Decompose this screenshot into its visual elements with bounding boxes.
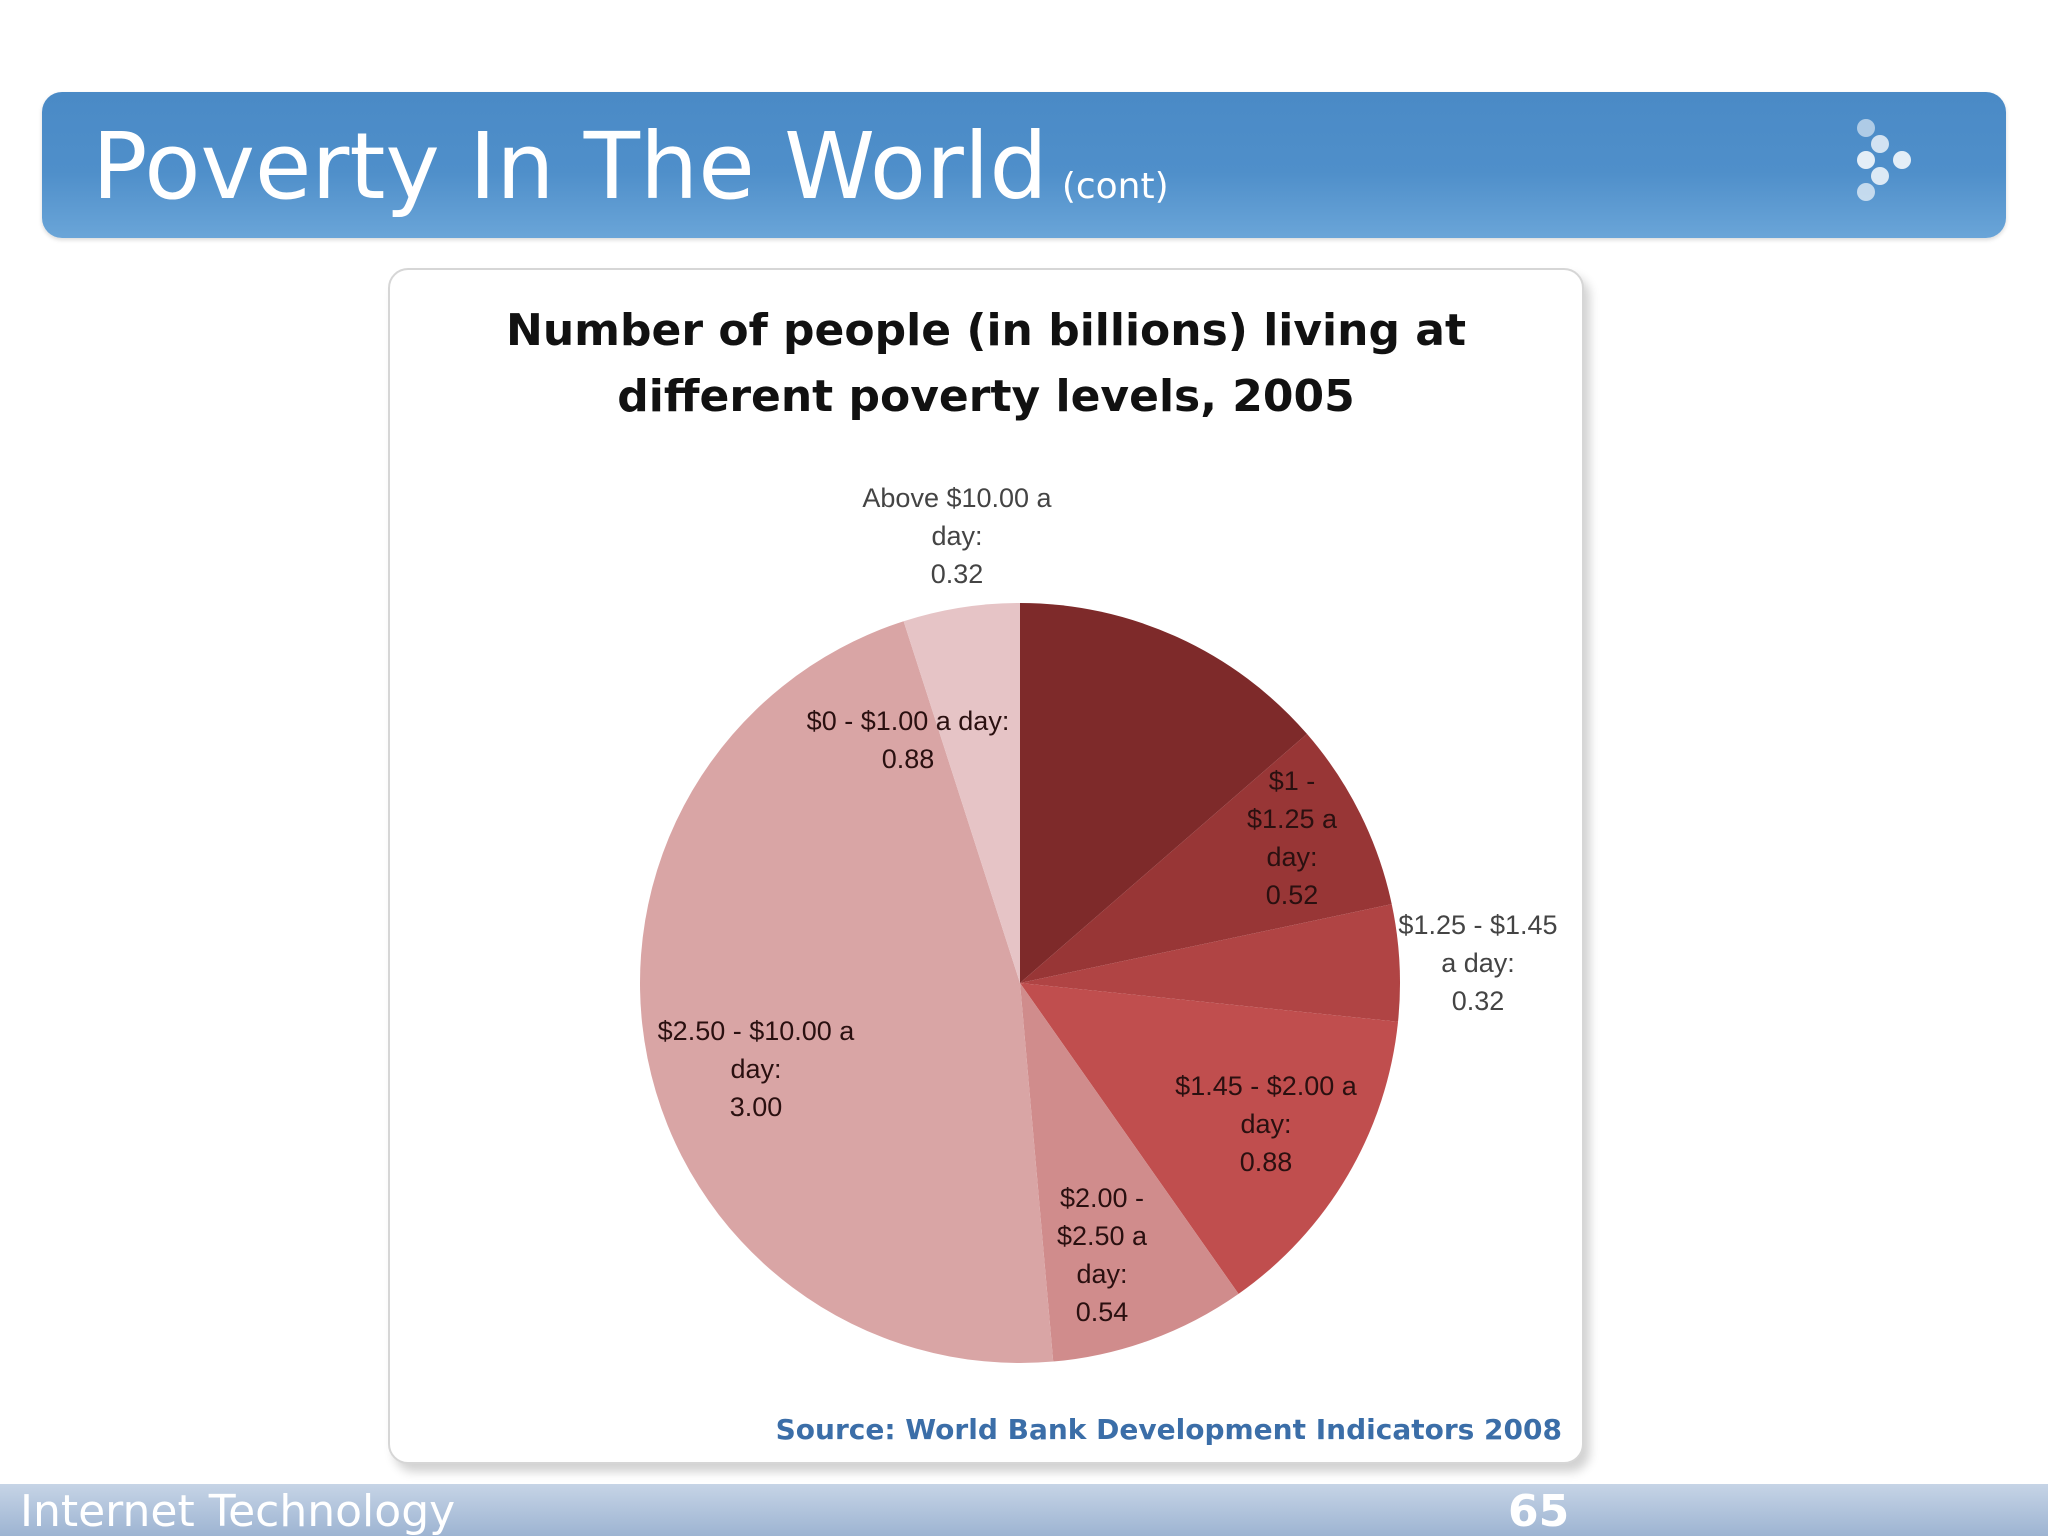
pie-slice <box>1020 733 1392 983</box>
pie-slice-label: $0 - $1.00 a day: 0.88 <box>807 706 1010 774</box>
pie-slice <box>639 621 1054 1364</box>
pie-slice <box>1020 983 1399 1294</box>
pie-slice <box>1020 983 1239 1362</box>
pie-slice-label: $2.00 -$2.50 a day: 0.54 <box>1057 1183 1148 1327</box>
dots-logo-icon <box>1857 119 1911 201</box>
pie-slice-label: $2.50 - $10.00 a day: 3.00 <box>658 1016 856 1122</box>
slide-title: Poverty In The World (cont) <box>92 112 1169 242</box>
page-number: 65 <box>1508 1486 1570 1537</box>
slide-title-suffix: (cont) <box>1061 166 1169 207</box>
footer-bar: Internet Technology 65 <box>0 1484 2048 1537</box>
pie-chart: $0 - $1.00 a day: 0.88 $1 -$1.25 a day: 0.52… <box>639 483 1558 1364</box>
footer-course-name: Internet Technology <box>20 1486 456 1537</box>
chart-source: Source: World Bank Development Indicator… <box>775 1413 1562 1446</box>
pie-slice-label: $1.25 - $1.45 a day: 0.32 <box>1398 910 1557 1016</box>
chart-title: Number of people (in billions) living at… <box>390 298 1582 430</box>
pie-slice <box>1020 904 1400 1022</box>
chart-title-line-2: different poverty levels, 2005 <box>617 371 1355 422</box>
pie-slice <box>903 603 1020 983</box>
chart-card: $0 - $1.00 a day: 0.88 $1 -$1.25 a day: 0.52… <box>388 268 1584 1464</box>
chart-title-line-1: Number of people (in billions) living at <box>506 305 1466 356</box>
pie-slice-label: $1.45 - $2.00 a day: 0.88 <box>1175 1071 1358 1177</box>
pie-slice-label: Above $10.00 a day: 0.32 <box>862 483 1052 589</box>
title-bar: Poverty In The World (cont) <box>42 92 2006 238</box>
slide-title-main: Poverty In The World <box>92 113 1048 220</box>
pie-slice <box>1020 603 1307 983</box>
pie-slice-label: $1 -$1.25 a day: 0.52 <box>1247 766 1338 910</box>
